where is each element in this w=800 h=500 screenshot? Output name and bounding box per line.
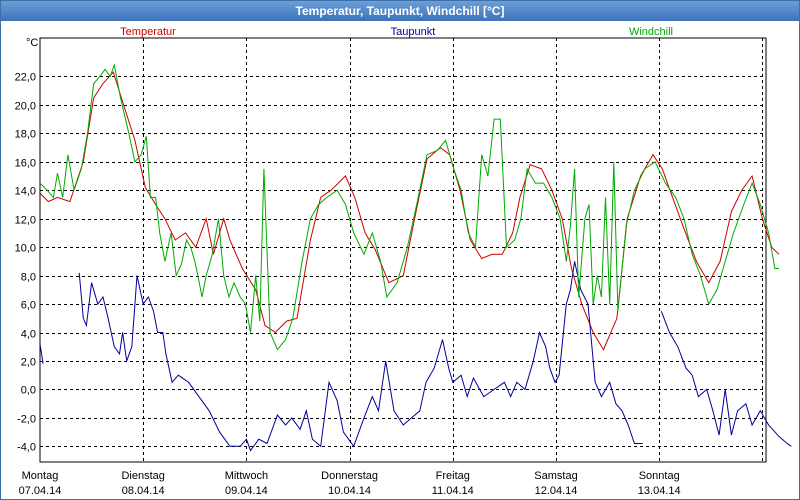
plot-area [39, 37, 767, 463]
x-tick-day: Montag [22, 470, 59, 482]
x-tick-date: 07.04.14 [19, 485, 62, 497]
series-taupunkt-line [78, 261, 643, 452]
x-tick-day: Donnerstag [321, 470, 378, 482]
y-tick-label: -2,0 [17, 414, 36, 426]
y-tick-label: 8,0 [21, 272, 36, 284]
y-axis-label: °C [26, 37, 38, 49]
y-tick-label: 18,0 [15, 129, 36, 141]
y-tick-label: 14,0 [15, 186, 36, 198]
legend-temperatur: Temperatur [120, 26, 176, 38]
series-taupunkt-line [39, 343, 44, 364]
y-tick-label: 12,0 [15, 215, 36, 227]
x-tick-date: 08.04.14 [122, 485, 165, 497]
x-tick-date: 09.04.14 [225, 485, 268, 497]
x-tick-day: Samstag [534, 470, 577, 482]
x-tick-day: Sonntag [639, 470, 680, 482]
y-tick-label: 10,0 [15, 243, 36, 255]
y-tick-label: 4,0 [21, 329, 36, 341]
x-tick-date: 13.04.14 [638, 485, 681, 497]
y-tick-label: 6,0 [21, 300, 36, 312]
x-tick-day: Freitag [436, 470, 470, 482]
x-tick-day: Mittwoch [225, 470, 268, 482]
legend-taupunkt: Taupunkt [391, 26, 436, 38]
legend-windchill: Windchill [629, 26, 673, 38]
y-tick-label: 16,0 [15, 158, 36, 170]
series-windchill-line [39, 63, 779, 351]
x-tick-day: Dienstag [121, 470, 164, 482]
x-tick-date: 11.04.14 [432, 485, 474, 497]
y-tick-label: 22,0 [15, 72, 36, 84]
y-tick-label: 2,0 [21, 357, 36, 369]
x-tick-date: 12.04.14 [535, 485, 578, 497]
series-temperatur-line [39, 71, 780, 351]
y-tick-label: 20,0 [15, 101, 36, 113]
y-tick-label: -4,0 [17, 442, 36, 454]
x-tick-date: 10.04.14 [328, 485, 371, 497]
window-title: Temperatur, Taupunkt, Windchill [°C] [1, 1, 799, 21]
y-tick-label: 0,0 [21, 385, 36, 397]
series-taupunkt-line [660, 311, 792, 447]
